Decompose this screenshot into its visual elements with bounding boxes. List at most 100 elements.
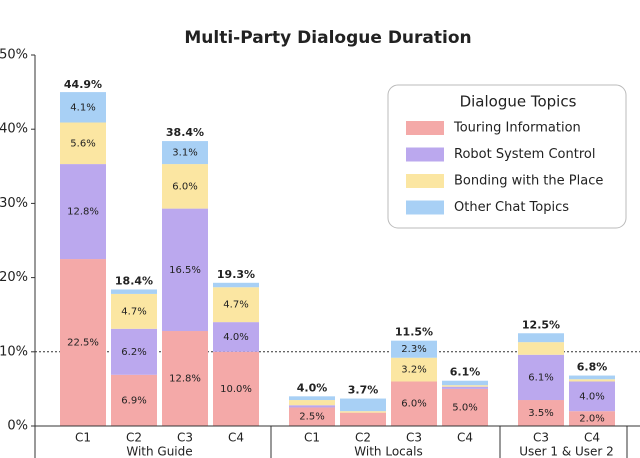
bar-segment bbox=[569, 375, 615, 380]
total-label: 3.7% bbox=[348, 384, 379, 397]
bar-segment bbox=[60, 164, 106, 260]
bar-segment bbox=[162, 164, 208, 209]
bar-segment bbox=[442, 386, 488, 389]
bar-segment bbox=[111, 289, 157, 294]
segment-label: 5.0% bbox=[452, 402, 477, 413]
total-label: 6.8% bbox=[577, 361, 608, 374]
x-tick-label: C2 bbox=[355, 431, 371, 445]
segment-label: 10.0% bbox=[220, 384, 252, 395]
segment-label: 6.1% bbox=[528, 372, 553, 383]
segment-label: 4.0% bbox=[579, 391, 604, 402]
segment-label: 2.5% bbox=[299, 412, 324, 423]
bar-segment bbox=[391, 381, 437, 426]
bar-segment bbox=[60, 92, 106, 123]
legend-box bbox=[387, 84, 627, 229]
total-label: 18.4% bbox=[115, 274, 153, 287]
bar-segment bbox=[569, 379, 615, 382]
total-label: 11.5% bbox=[395, 326, 433, 339]
segment-label: 16.5% bbox=[169, 265, 201, 276]
bar-segment bbox=[60, 122, 106, 165]
legend-label: Touring Information bbox=[453, 121, 581, 136]
segment-label: 5.6% bbox=[70, 138, 95, 149]
segment-label: 12.8% bbox=[169, 374, 201, 385]
bar-segment bbox=[162, 141, 208, 165]
bar-segment bbox=[213, 322, 259, 352]
bar-segment bbox=[518, 354, 564, 401]
bar-segment bbox=[391, 357, 437, 382]
bar-segment bbox=[111, 374, 157, 426]
bar-segment bbox=[60, 259, 106, 426]
group-label: With Locals bbox=[354, 445, 422, 458]
x-tick-label: C4 bbox=[228, 431, 244, 445]
bar-segment bbox=[162, 331, 208, 426]
x-tick-label: C4 bbox=[584, 431, 600, 445]
bar-segment bbox=[111, 293, 157, 329]
segment-label: 3.2% bbox=[401, 365, 426, 376]
y-tick-label: 40% bbox=[0, 122, 28, 137]
total-label: 38.4% bbox=[166, 126, 204, 139]
x-tick-label: C3 bbox=[406, 431, 422, 445]
legend-swatch bbox=[406, 121, 444, 135]
bar-segment bbox=[518, 333, 564, 343]
bar-segment bbox=[442, 388, 488, 426]
group-label: User 1 & User 2 bbox=[519, 445, 614, 458]
bar-segment bbox=[289, 405, 335, 408]
segment-label: 22.5% bbox=[67, 338, 99, 349]
bar-segment bbox=[569, 381, 615, 412]
total-label: 4.0% bbox=[297, 381, 328, 394]
legend-swatch bbox=[406, 147, 444, 162]
bar-segment bbox=[442, 385, 488, 387]
segment-label: 3.1% bbox=[172, 148, 197, 159]
x-tick-label: C1 bbox=[304, 431, 320, 445]
bar-segment bbox=[340, 398, 386, 412]
bar-segment bbox=[518, 342, 564, 355]
bar-segment bbox=[289, 400, 335, 406]
x-tick-label: C4 bbox=[457, 431, 473, 445]
segment-label: 4.7% bbox=[223, 300, 248, 311]
segment-label: 6.9% bbox=[121, 395, 146, 406]
y-tick-label: 20% bbox=[0, 270, 28, 285]
segment-label: 6.0% bbox=[172, 181, 197, 192]
legend-label: Robot System Control bbox=[454, 147, 595, 162]
y-tick-label: 50% bbox=[0, 48, 28, 63]
x-tick-label: C2 bbox=[126, 431, 142, 445]
segment-label: 12.8% bbox=[67, 207, 99, 218]
bar-segment bbox=[289, 407, 335, 426]
segment-label: 3.5% bbox=[528, 408, 553, 419]
segment-label: 2.3% bbox=[401, 344, 426, 355]
bar-segment bbox=[289, 396, 335, 401]
y-tick-label: 10% bbox=[0, 344, 28, 359]
bar-segment bbox=[340, 411, 386, 413]
total-label: 6.1% bbox=[450, 366, 481, 379]
y-tick-label: 0% bbox=[7, 419, 28, 434]
x-tick-label: C3 bbox=[177, 431, 193, 445]
segment-label: 6.2% bbox=[121, 347, 146, 358]
bar-segment bbox=[213, 351, 259, 426]
bar-segment bbox=[569, 411, 615, 426]
bar-segment bbox=[442, 380, 488, 386]
total-label: 44.9% bbox=[64, 78, 102, 91]
segment-label: 2.0% bbox=[579, 414, 604, 425]
legend-swatch bbox=[406, 174, 444, 188]
bar-segment bbox=[213, 282, 259, 288]
x-tick-label: C1 bbox=[75, 431, 91, 445]
segment-label: 6.0% bbox=[401, 399, 426, 410]
segment-label: 4.0% bbox=[223, 332, 248, 343]
legend-label: Bonding with the Place bbox=[454, 174, 603, 189]
bar-segment bbox=[391, 340, 437, 358]
legend-swatch bbox=[406, 200, 444, 215]
segment-label: 4.1% bbox=[70, 102, 95, 113]
bar-segment bbox=[162, 208, 208, 332]
x-tick-label: C3 bbox=[533, 431, 549, 445]
bar-segment bbox=[340, 412, 386, 426]
legend-label: Other Chat Topics bbox=[454, 200, 569, 215]
bar-segment bbox=[111, 328, 157, 375]
bar-segment bbox=[213, 287, 259, 323]
legend-title: Dialogue Topics bbox=[460, 93, 577, 111]
total-label: 12.5% bbox=[522, 318, 560, 331]
segment-label: 4.7% bbox=[121, 306, 146, 317]
bar-segment bbox=[518, 400, 564, 426]
chart-title: Multi-Party Dialogue Duration bbox=[184, 28, 471, 48]
total-label: 19.3% bbox=[217, 268, 255, 281]
